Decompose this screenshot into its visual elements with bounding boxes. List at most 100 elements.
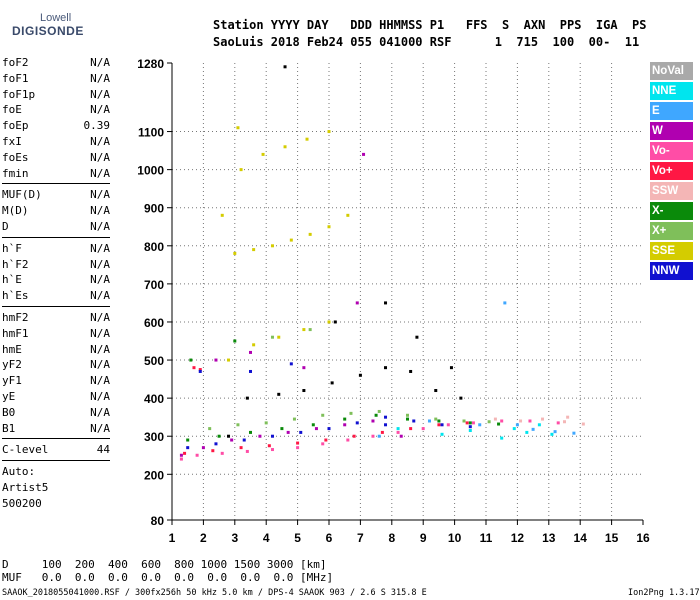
- legend-item-x: X+: [650, 222, 693, 240]
- data-point-w: [343, 423, 347, 427]
- param-value: N/A: [90, 134, 110, 148]
- data-point-vo: [409, 427, 413, 431]
- param-name: hmF1: [2, 326, 29, 340]
- data-point-x: [434, 417, 438, 421]
- param-value: N/A: [90, 150, 110, 164]
- data-point-vo: [220, 451, 224, 455]
- x-tick-label: 14: [574, 531, 588, 545]
- data-point-noval: [333, 320, 337, 324]
- param-name: B0: [2, 405, 16, 419]
- data-point-vo: [324, 438, 328, 442]
- param-name: hmF2: [2, 310, 29, 324]
- data-point-sse: [346, 213, 350, 217]
- param-name: B1: [2, 421, 16, 435]
- x-tick-label: 4: [263, 531, 270, 545]
- data-point-x: [349, 411, 353, 415]
- y-tick-label: 1000: [137, 164, 164, 178]
- data-point-x: [233, 339, 237, 343]
- param-value: N/A: [90, 342, 110, 356]
- data-point-e: [553, 430, 557, 434]
- data-point-noval: [384, 366, 388, 370]
- param-value: N/A: [90, 87, 110, 101]
- y-tick-label: 200: [144, 468, 164, 482]
- param-divider: [2, 183, 110, 185]
- data-point-nnw: [412, 419, 416, 423]
- data-point-vo: [211, 449, 215, 453]
- param-row-fxi: fxI N/A: [2, 134, 110, 150]
- data-point-x: [264, 421, 268, 425]
- data-point-vo: [192, 366, 196, 370]
- param-row-hf2: h`F2 N/A: [2, 257, 110, 273]
- param-value: N/A: [90, 166, 110, 180]
- data-point-vo: [352, 434, 356, 438]
- data-point-ssw: [566, 415, 570, 419]
- param-row-clevel: C-level 44: [2, 442, 110, 458]
- parameter-panel: foF2 N/A foF1 N/A foF1p N/A foE N/A foEp 0.39 fxI N…: [2, 55, 110, 512]
- data-point-x: [343, 417, 347, 421]
- data-point-x: [321, 413, 325, 417]
- data-point-sse: [227, 358, 231, 362]
- data-point-nnw: [214, 442, 218, 446]
- data-point-nnw: [289, 362, 293, 366]
- data-point-x: [280, 427, 284, 431]
- data-point-x: [189, 358, 193, 362]
- x-tick-label: 12: [511, 531, 525, 545]
- param-value: N/A: [90, 103, 110, 117]
- param-value: N/A: [90, 374, 110, 388]
- data-point-nnw: [327, 427, 331, 431]
- x-tick-label: 11: [480, 531, 493, 545]
- param-value: N/A: [90, 358, 110, 372]
- legend-item-ssw: SSW: [650, 182, 693, 200]
- legend-item-vo: Vo-: [650, 142, 693, 160]
- param-value: N/A: [90, 289, 110, 303]
- param-divider: [2, 305, 110, 307]
- data-point-vo: [528, 419, 532, 423]
- y-tick-label: 900: [144, 202, 164, 216]
- param-value: 44: [96, 443, 110, 457]
- x-tick-label: 15: [605, 531, 619, 545]
- data-point-x: [406, 413, 409, 417]
- data-point-x: [374, 413, 378, 417]
- data-point-vo: [321, 442, 325, 446]
- data-point-vo: [556, 421, 560, 425]
- data-point-e: [377, 434, 381, 438]
- data-point-nnw: [249, 369, 252, 373]
- data-point-sse: [327, 130, 331, 134]
- param-divider: [2, 438, 110, 440]
- data-point-vo: [471, 421, 475, 425]
- data-point-x: [406, 417, 409, 421]
- data-point-sse: [261, 152, 265, 156]
- data-point-noval: [283, 65, 287, 69]
- data-point-e: [531, 427, 535, 431]
- data-point-noval: [245, 396, 249, 400]
- param-name: fxI: [2, 134, 22, 148]
- param-value: N/A: [90, 71, 110, 85]
- param-row-fof1: foF1 N/A: [2, 71, 110, 87]
- data-point-x: [208, 427, 212, 431]
- param-value: N/A: [90, 188, 110, 202]
- logo-digisonde: DIGISONDE: [12, 24, 84, 38]
- data-point-vo: [446, 423, 450, 427]
- param-divider: [2, 460, 110, 462]
- data-point-w: [230, 438, 234, 442]
- data-point-vo: [270, 448, 274, 452]
- data-point-w: [355, 301, 359, 305]
- data-point-noval: [434, 389, 438, 393]
- y-tick-label: 400: [144, 392, 164, 406]
- data-point-x: [311, 423, 315, 427]
- x-tick-label: 5: [294, 531, 301, 545]
- data-point-w: [371, 419, 375, 423]
- data-point-sse: [236, 126, 240, 130]
- data-point-sse: [283, 145, 287, 149]
- data-point-nnw: [468, 425, 472, 429]
- param-row-hes: h`Es N/A: [2, 288, 110, 304]
- data-point-x: [292, 417, 296, 421]
- data-point-x: [497, 422, 501, 426]
- data-point-x: [249, 430, 252, 434]
- y-tick-label: 80: [151, 514, 165, 528]
- param-name: h`E: [2, 273, 22, 287]
- logo-lowell: Lowell: [40, 12, 72, 24]
- data-point-vo: [500, 419, 504, 423]
- data-point-vo: [198, 368, 202, 372]
- param-value: N/A: [90, 257, 110, 271]
